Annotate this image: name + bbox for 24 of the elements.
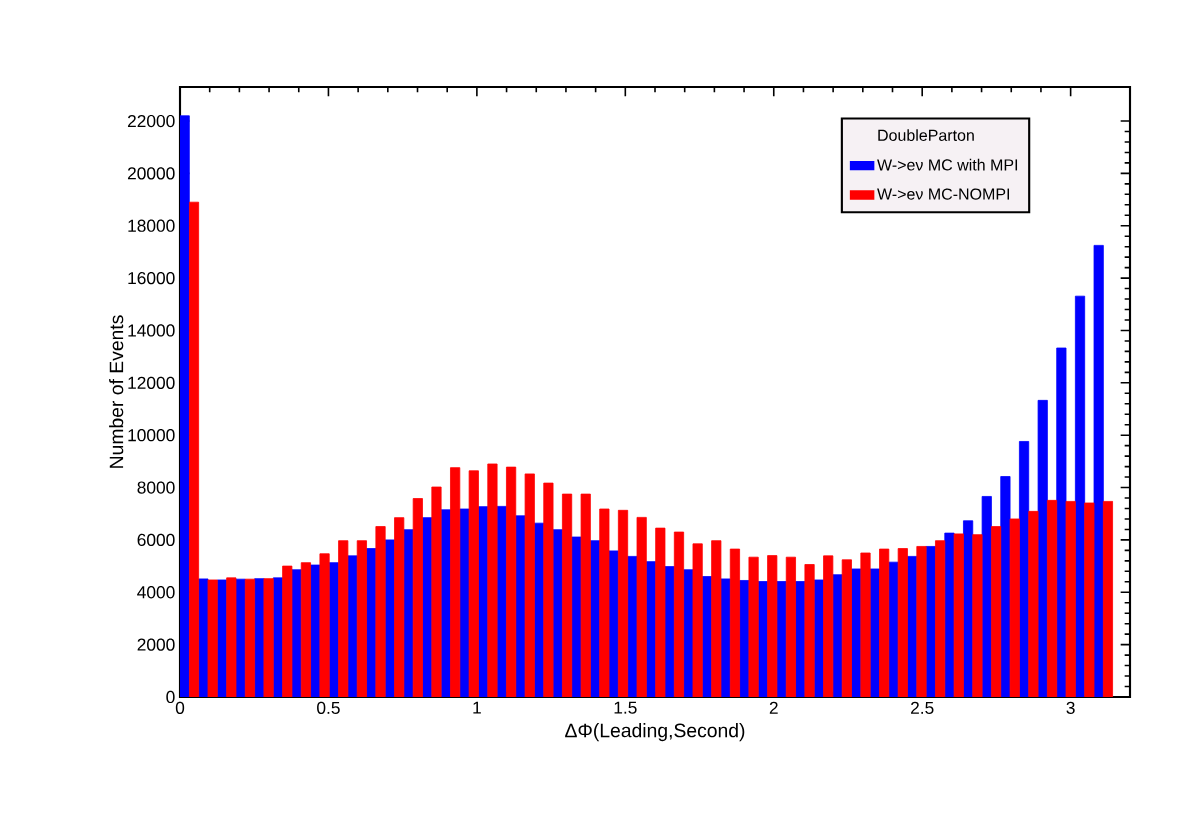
y-tick-label: 8000: [137, 481, 175, 494]
y-tick-label: 12000: [128, 376, 175, 389]
x-tick-label: 3: [1066, 701, 1075, 714]
y-tick-label: 14000: [128, 324, 175, 337]
x-axis-title: ΔΦ(Leading,Second): [565, 723, 745, 742]
x-tick-label: 0: [175, 701, 185, 714]
x-tick-label: 2: [769, 701, 778, 714]
x-tick-label: 1.5: [614, 701, 637, 714]
x-tick-label: 0.5: [317, 701, 340, 714]
y-tick-label: 20000: [127, 167, 175, 180]
y-tick-label: 22000: [127, 114, 175, 128]
x-tick-label: 2.5: [911, 701, 934, 714]
legend-title: DoubleParton: [878, 129, 974, 141]
y-axis-title: Number of Events: [109, 315, 124, 468]
y-tick-label: 6000: [137, 533, 175, 547]
y-tick-label: 18000: [128, 219, 175, 232]
y-tick-label: 2000: [137, 638, 175, 651]
y-tick-label: 10000: [128, 429, 175, 442]
y-tick-label: 4000: [137, 586, 175, 599]
legend-label: W->eν MC with MPI: [877, 158, 1018, 171]
y-tick-label: 0: [166, 690, 175, 704]
y-tick-label: 16000: [128, 271, 175, 285]
legend-label: W->eν MC-NOMPI: [877, 188, 1010, 200]
x-tick-label: 1: [473, 701, 481, 714]
